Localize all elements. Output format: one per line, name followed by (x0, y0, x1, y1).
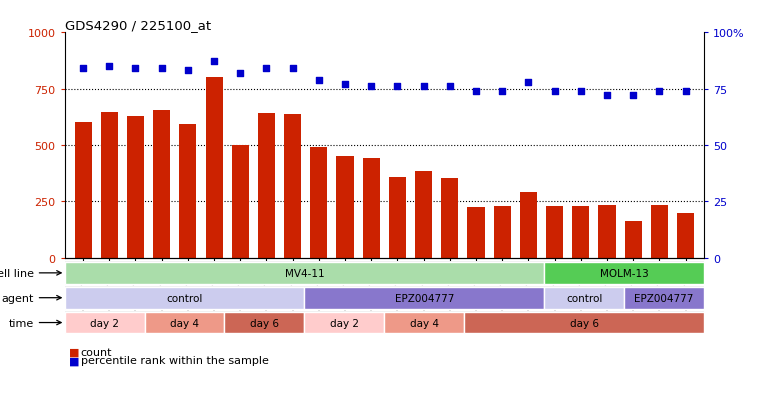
Bar (624, 287, 704, 309)
Bar (75, 123, 91, 258)
Bar (145, 312, 224, 334)
Bar (310, 148, 327, 258)
Point (234, 70, 247, 77)
Text: EPZ004777: EPZ004777 (634, 293, 694, 303)
Text: ■: ■ (68, 347, 79, 357)
Text: ■: ■ (68, 356, 79, 366)
Bar (258, 114, 275, 258)
Bar (153, 111, 170, 258)
Bar (205, 78, 222, 258)
Point (129, 66, 142, 72)
Text: EPZ004777: EPZ004777 (394, 293, 454, 303)
Point (103, 64, 116, 70)
Bar (384, 312, 464, 334)
Bar (304, 312, 384, 334)
Bar (363, 159, 380, 258)
Bar (467, 207, 485, 258)
Text: day 6: day 6 (250, 318, 279, 328)
Point (208, 59, 220, 66)
Point (418, 84, 430, 90)
Point (549, 88, 561, 95)
Text: cell line: cell line (0, 268, 34, 278)
Text: MOLM-13: MOLM-13 (600, 268, 648, 278)
Bar (284, 115, 301, 258)
Point (444, 84, 456, 90)
Bar (224, 312, 304, 334)
Bar (127, 116, 144, 258)
Bar (180, 124, 196, 258)
Bar (651, 205, 668, 258)
Point (653, 88, 665, 95)
Bar (572, 206, 589, 258)
Text: day 2: day 2 (330, 318, 359, 328)
Text: control: control (566, 293, 602, 303)
Text: agent: agent (2, 293, 34, 303)
Point (522, 79, 534, 86)
Bar (544, 262, 704, 284)
Bar (65, 312, 145, 334)
Text: control: control (167, 293, 202, 303)
Text: GDS4290 / 225100_at: GDS4290 / 225100_at (65, 19, 211, 32)
Text: time: time (8, 318, 34, 328)
Bar (389, 177, 406, 258)
Bar (520, 193, 537, 258)
Bar (304, 287, 544, 309)
Text: day 4: day 4 (409, 318, 439, 328)
Point (575, 88, 587, 95)
Point (77, 66, 89, 72)
Point (182, 68, 194, 75)
Bar (544, 287, 624, 309)
Text: day 4: day 4 (170, 318, 199, 328)
Bar (625, 221, 642, 258)
Point (470, 88, 482, 95)
Bar (441, 178, 458, 258)
Point (496, 88, 508, 95)
Bar (415, 171, 432, 258)
Point (155, 66, 167, 72)
Point (313, 77, 325, 83)
Bar (100, 113, 118, 258)
Point (391, 84, 403, 90)
Text: count: count (81, 347, 112, 357)
Text: day 6: day 6 (569, 318, 599, 328)
Bar (464, 312, 704, 334)
Text: day 2: day 2 (90, 318, 119, 328)
Text: percentile rank within the sample: percentile rank within the sample (81, 356, 269, 366)
Bar (598, 205, 616, 258)
Bar (65, 287, 304, 309)
Bar (677, 213, 694, 258)
Text: MV4-11: MV4-11 (285, 268, 324, 278)
Bar (546, 206, 563, 258)
Bar (336, 157, 354, 258)
Bar (494, 206, 511, 258)
Point (260, 66, 272, 72)
Point (680, 88, 692, 95)
Bar (231, 146, 249, 258)
Point (287, 66, 299, 72)
Point (627, 93, 639, 100)
Bar (65, 262, 544, 284)
Point (365, 84, 377, 90)
Point (339, 81, 351, 88)
Point (601, 93, 613, 100)
